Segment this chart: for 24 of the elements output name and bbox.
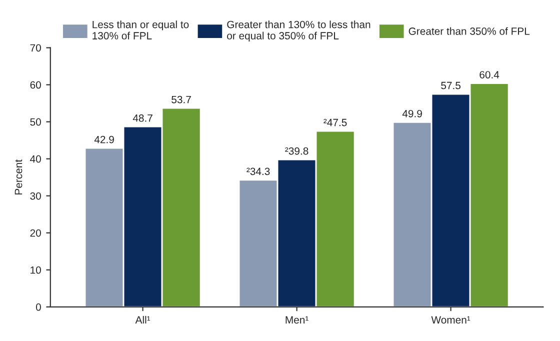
y-tick-label: 50 xyxy=(30,118,41,126)
legend-label: Greater than 130% to less than or equal to 350% of FPL xyxy=(227,20,370,42)
y-tick-label: 60 xyxy=(30,81,41,89)
y-tick-label: 70 xyxy=(30,44,41,52)
legend-label: Less than or equal to 130% of FPL xyxy=(92,20,189,40)
x-tick-label: Men¹ xyxy=(286,316,308,324)
data-label: 57.5 xyxy=(441,82,460,90)
data-label: ²47.5 xyxy=(324,118,347,126)
data-label: 60.4 xyxy=(480,71,500,78)
data-label: 48.7 xyxy=(132,114,152,122)
data-label: ²34.3 xyxy=(246,168,270,176)
y-tick-label: 0 xyxy=(36,303,41,311)
y-axis-title: Percent xyxy=(14,159,22,194)
y-tick-label: 10 xyxy=(30,266,41,274)
y-tick-label: 30 xyxy=(30,192,41,200)
data-label: ²39.8 xyxy=(285,147,308,155)
x-tick-label: All¹ xyxy=(135,316,150,324)
data-label: 49.9 xyxy=(402,110,422,118)
data-label: 53.7 xyxy=(172,96,191,104)
data-label: 42.9 xyxy=(94,136,114,144)
y-tick-label: 20 xyxy=(30,229,41,237)
x-tick-label: Women¹ xyxy=(431,316,470,324)
legend-label: Greater than 350% of FPL xyxy=(408,27,530,35)
y-tick-label: 40 xyxy=(30,155,41,163)
